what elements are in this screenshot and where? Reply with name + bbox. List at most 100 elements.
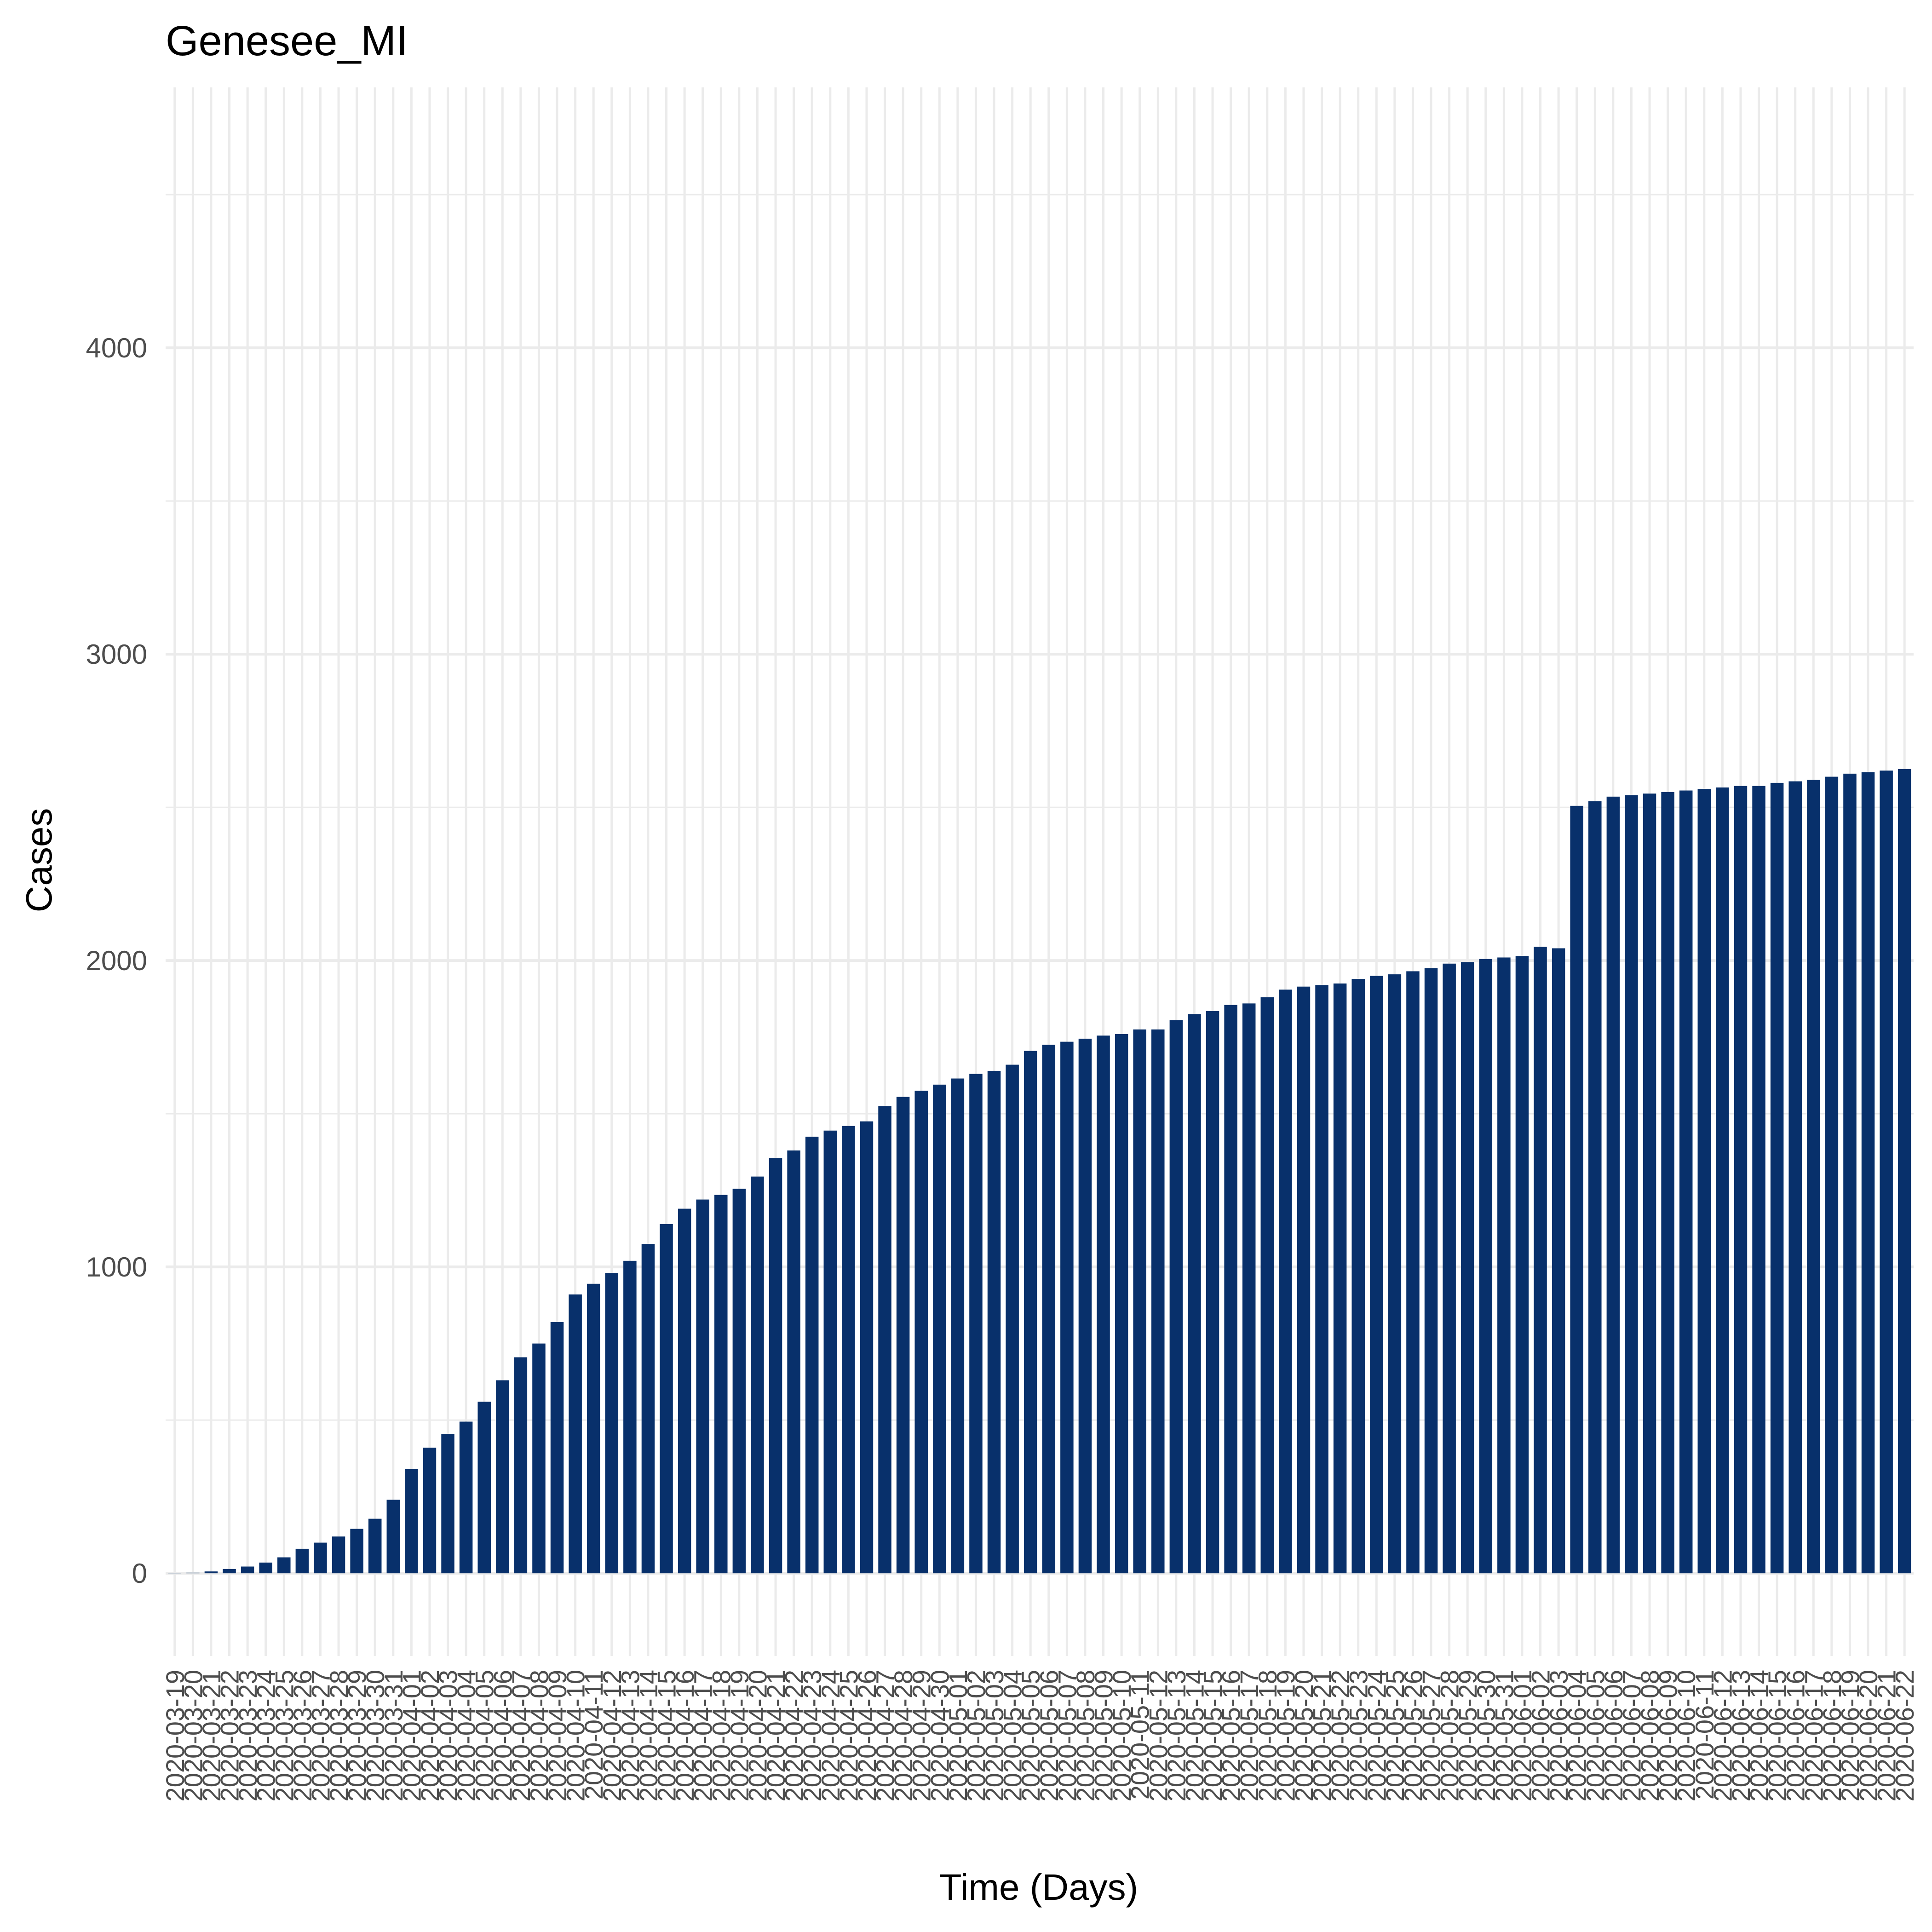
bar — [1734, 786, 1748, 1574]
bar — [623, 1260, 637, 1574]
bar — [1424, 968, 1438, 1574]
x-tick-label: 2020-04-30 — [925, 1670, 954, 1801]
y-tick-label: 2000 — [86, 945, 147, 976]
bar — [696, 1199, 709, 1574]
bar — [295, 1548, 309, 1574]
bar — [1497, 957, 1511, 1574]
x-tick-label: 2020-04-03 — [434, 1670, 463, 1801]
bar — [823, 1130, 837, 1574]
x-tick-label: 2020-05-06 — [1035, 1670, 1064, 1801]
x-tick-label: 2020-06-06 — [1599, 1670, 1628, 1801]
x-tick-label: 2020-04-21 — [761, 1670, 790, 1801]
bar — [1206, 1011, 1219, 1574]
x-tick-label: 2020-05-09 — [1089, 1670, 1118, 1801]
x-tick-label: 2020-04-20 — [743, 1670, 772, 1801]
bar — [314, 1542, 327, 1574]
x-tick-label: 2020-04-13 — [615, 1670, 644, 1801]
x-tick-label: 2020-05-14 — [1180, 1670, 1209, 1801]
bar — [1460, 962, 1474, 1574]
bar — [386, 1500, 400, 1574]
x-tick-label: 2020-05-28 — [1435, 1670, 1464, 1801]
bar — [860, 1121, 874, 1574]
bar — [1880, 770, 1893, 1574]
x-tick-label: 2020-04-18 — [707, 1670, 736, 1801]
bar — [751, 1176, 764, 1574]
bar — [1752, 786, 1765, 1574]
bar — [1825, 776, 1839, 1574]
bar — [987, 1070, 1001, 1574]
bar — [1388, 974, 1402, 1574]
x-tick-label: 2020-06-21 — [1872, 1670, 1901, 1801]
x-tick-label: 2020-05-11 — [1126, 1670, 1155, 1800]
bar — [1133, 1029, 1146, 1574]
x-tick-label: 2020-06-07 — [1617, 1670, 1646, 1801]
x-tick-label: 2020-05-20 — [1289, 1670, 1318, 1801]
x-tick-label: 2020-04-01 — [397, 1670, 426, 1801]
x-tick-label: 2020-04-10 — [561, 1670, 590, 1801]
x-tick-label: 2020-04-24 — [816, 1670, 845, 1801]
x-tick-label: 2020-06-20 — [1854, 1670, 1883, 1801]
x-tick-label: 2020-06-13 — [1726, 1670, 1755, 1801]
bar — [1333, 983, 1347, 1574]
x-tick-label: 2020-04-07 — [506, 1670, 535, 1801]
bar — [1606, 796, 1620, 1574]
bar — [168, 1573, 182, 1574]
x-tick-label: 2020-03-30 — [361, 1670, 390, 1801]
x-tick-label: 2020-04-27 — [871, 1670, 900, 1801]
x-tick-label: 2020-06-08 — [1635, 1670, 1664, 1801]
bar — [714, 1195, 728, 1574]
bar — [732, 1189, 746, 1574]
y-tick-label: 1000 — [86, 1252, 147, 1282]
x-tick-label: 2020-05-10 — [1107, 1670, 1136, 1801]
x-tick-label: 2020-05-30 — [1472, 1670, 1501, 1801]
bar — [1115, 1034, 1128, 1574]
bar — [787, 1150, 800, 1574]
x-tick-label: 2020-06-11 — [1690, 1670, 1719, 1800]
x-tick-label: 2020-06-14 — [1745, 1670, 1774, 1801]
x-tick-label: 2020-05-29 — [1453, 1670, 1482, 1801]
x-tick-label: 2020-05-21 — [1308, 1670, 1337, 1801]
bar — [586, 1283, 600, 1574]
x-tick-label: 2020-05-07 — [1052, 1670, 1081, 1801]
bar — [605, 1273, 619, 1574]
x-tick-label: 2020-05-27 — [1417, 1670, 1446, 1801]
bar — [1861, 772, 1875, 1574]
x-tick-label: 2020-06-19 — [1835, 1670, 1864, 1801]
x-tick-label: 2020-05-25 — [1380, 1670, 1409, 1801]
bar — [1697, 789, 1711, 1574]
x-tick-label: 2020-06-09 — [1654, 1670, 1683, 1801]
bar — [1060, 1041, 1074, 1574]
x-tick-label: 2020-04-06 — [488, 1670, 517, 1801]
x-tick-label: 2020-06-12 — [1708, 1670, 1737, 1801]
x-tick-label: 2020-05-26 — [1398, 1670, 1427, 1801]
bar — [1042, 1045, 1056, 1574]
bar — [1552, 948, 1565, 1574]
bar — [969, 1074, 983, 1574]
y-tick-label: 4000 — [86, 333, 147, 363]
bar — [1370, 976, 1383, 1574]
bar — [1297, 986, 1311, 1574]
chart-title: Genesee_MI — [166, 17, 408, 64]
bar — [1479, 959, 1493, 1574]
bar — [933, 1084, 946, 1574]
x-tick-label: 2020-03-20 — [178, 1670, 207, 1801]
y-tick-labels: 0 1000 2000 3000 4000 — [86, 333, 147, 1589]
bar — [1024, 1051, 1037, 1574]
x-tick-label: 2020-05-03 — [980, 1670, 1009, 1801]
bar — [1097, 1035, 1110, 1574]
x-tick-label: 2020-05-12 — [1144, 1670, 1173, 1801]
bar — [350, 1529, 363, 1574]
bar — [1643, 794, 1656, 1574]
bar — [1807, 780, 1820, 1574]
bar — [1898, 769, 1911, 1574]
x-tick-label: 2020-03-27 — [306, 1670, 335, 1801]
bar — [405, 1469, 418, 1574]
bar — [1188, 1014, 1201, 1574]
x-tick-label: 2020-05-08 — [1071, 1670, 1100, 1801]
bar — [914, 1091, 928, 1574]
x-tick-label: 2020-04-25 — [834, 1670, 863, 1801]
bar — [1351, 979, 1365, 1574]
bar — [514, 1357, 528, 1574]
